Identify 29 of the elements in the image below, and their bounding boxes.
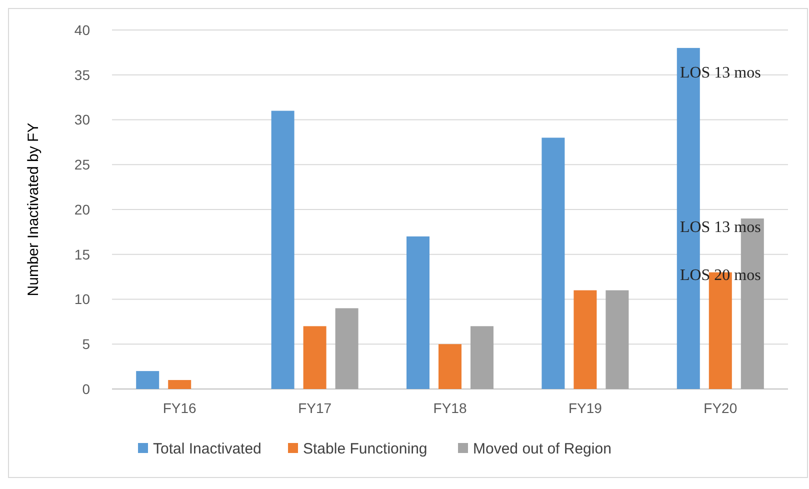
bar — [438, 344, 462, 389]
y-tick-label: 40 — [74, 22, 90, 38]
legend-label: Moved out of Region — [473, 440, 612, 458]
y-tick-label: 5 — [82, 336, 90, 352]
y-tick-label: 20 — [74, 201, 90, 218]
y-tick-label: 0 — [82, 380, 90, 397]
bar — [542, 138, 565, 389]
bar — [470, 326, 494, 389]
bar — [271, 110, 294, 389]
y-tick-label: 25 — [74, 156, 90, 173]
bar — [136, 371, 160, 389]
x-tick-label: FY20 — [704, 400, 738, 416]
y-tick-label: 35 — [74, 66, 90, 83]
y-tick-label: 15 — [74, 246, 90, 262]
bar — [606, 290, 629, 389]
bar — [335, 308, 358, 389]
x-tick-label: FY17 — [298, 400, 332, 416]
y-tick-label: 10 — [74, 291, 90, 308]
bar — [406, 236, 430, 389]
bar — [574, 290, 597, 389]
y-tick-label: 30 — [74, 112, 90, 128]
x-tick-label: FY19 — [568, 400, 602, 416]
x-tick-label: FY18 — [433, 400, 467, 416]
legend-label: Total Inactivated — [153, 440, 262, 458]
y-axis-title: Number Inactivated by FY — [25, 122, 42, 296]
x-tick-label: FY16 — [162, 400, 197, 416]
bar — [168, 380, 192, 389]
legend-label: Stable Functioning — [303, 440, 428, 458]
bar — [303, 326, 326, 389]
